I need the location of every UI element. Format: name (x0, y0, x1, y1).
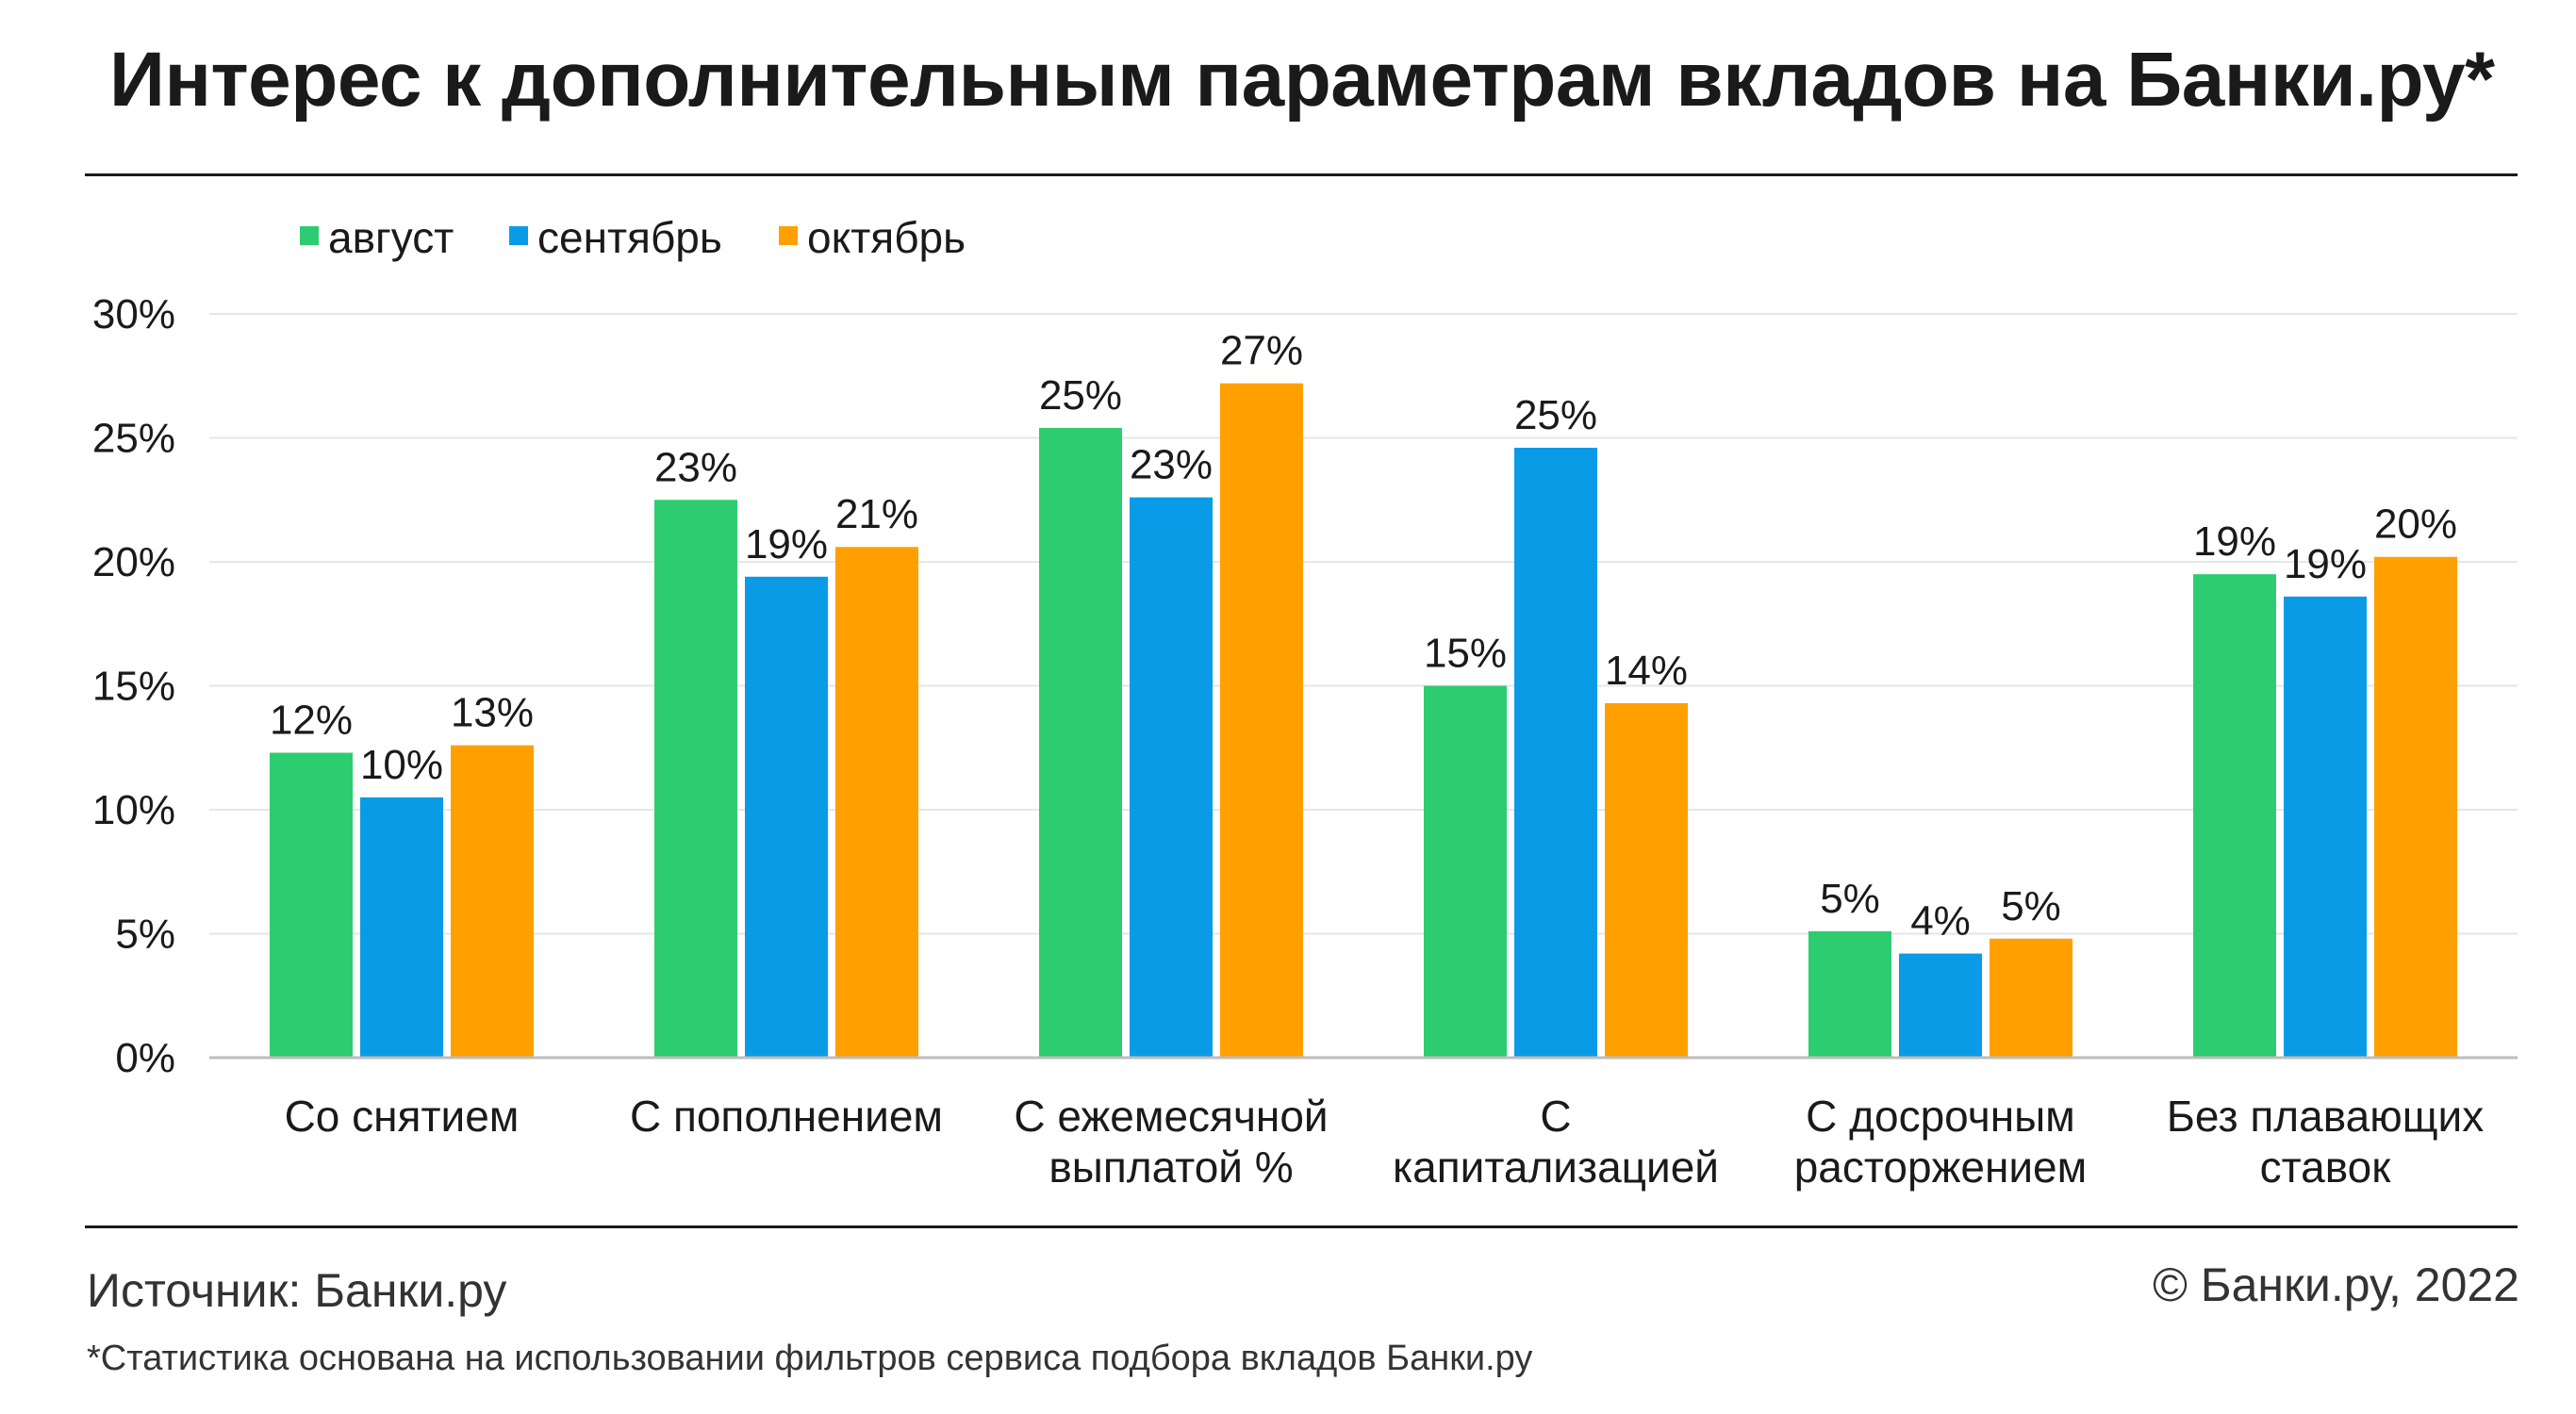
x-axis-labels: Со снятием С пополнением С ежемесячнойвыпл… (285, 1092, 2485, 1192)
data-label: 21% (835, 491, 918, 537)
data-label: 5% (2001, 883, 2061, 929)
y-tick-label: 5% (115, 912, 175, 958)
bar (1808, 930, 1891, 1058)
data-label: 19% (2193, 518, 2276, 565)
data-label: 13% (451, 690, 534, 736)
bar (360, 797, 443, 1058)
data-label: 5% (1820, 876, 1880, 922)
bar (745, 576, 828, 1058)
bar-chart: август сентябрь октябрь 0% 5% 10% 15% 20% 25% 30… (92, 213, 2518, 1192)
x-tick-label: капитализацией (1393, 1143, 1719, 1192)
bar (2193, 574, 2276, 1058)
x-tick-label: С (1540, 1092, 1571, 1141)
bar (2374, 556, 2457, 1058)
legend-label: август (328, 213, 454, 262)
legend-label: октябрь (807, 213, 966, 262)
bar (270, 752, 353, 1058)
bar (1039, 427, 1122, 1059)
x-tick-label: Без плавающих (2167, 1092, 2485, 1141)
bar (1130, 497, 1213, 1058)
data-labels: 12%10%13%23%19%21%25%23%27%15%25%14%5% 4%… (270, 328, 2457, 945)
data-label: 12% (270, 698, 353, 744)
title-divider (85, 173, 2518, 176)
bar (654, 500, 737, 1058)
bars (270, 383, 2457, 1059)
data-label: 23% (1130, 442, 1213, 488)
legend-swatch (779, 226, 798, 245)
bar (1424, 685, 1507, 1058)
bar (1605, 702, 1688, 1058)
bar (1899, 953, 1982, 1058)
data-label: 14% (1605, 648, 1688, 694)
footnote-text: *Статистика основана на использовании фи… (87, 1339, 1533, 1378)
bar (1990, 938, 2072, 1058)
x-tick-label: выплатой % (1049, 1143, 1293, 1192)
data-label: 19% (2284, 541, 2367, 587)
y-tick-label: 20% (92, 539, 175, 585)
y-tick-label: 10% (92, 787, 175, 833)
x-tick-label: ставок (2260, 1143, 2392, 1192)
data-label: 10% (360, 742, 443, 788)
x-tick-label: С досрочным (1806, 1092, 2075, 1141)
bar (451, 745, 534, 1058)
x-tick-label: расторжением (1794, 1143, 2088, 1192)
data-label: 25% (1039, 372, 1122, 419)
bar (2284, 596, 2367, 1058)
bar (835, 547, 918, 1058)
chart-title: Интерес к дополнительным параметрам вкла… (109, 37, 2495, 123)
data-label: 4% (1910, 898, 1971, 945)
y-tick-label: 30% (92, 291, 175, 337)
legend-swatch (300, 226, 319, 245)
legend: август сентябрь октябрь (300, 213, 966, 262)
copyright-text: © Банки.ру, 2022 (2153, 1258, 2519, 1311)
data-label: 23% (654, 444, 737, 490)
legend-label: сентябрь (537, 213, 722, 262)
footer-divider (85, 1225, 2518, 1228)
y-tick-label: 15% (92, 664, 175, 710)
y-tick-label: 0% (115, 1035, 175, 1081)
y-tick-label: 25% (92, 416, 175, 462)
x-tick-label: Со снятием (285, 1092, 520, 1141)
source-text: Источник: Банки.ру (87, 1264, 507, 1317)
data-label: 27% (1220, 328, 1303, 374)
x-tick-label: С ежемесячной (1014, 1092, 1328, 1141)
data-label: 25% (1514, 392, 1597, 438)
data-label: 20% (2374, 501, 2457, 548)
data-label: 19% (745, 521, 828, 567)
bar (1220, 383, 1303, 1058)
data-label: 15% (1424, 631, 1507, 677)
grid-lines (209, 313, 2518, 935)
bar (1514, 448, 1597, 1058)
legend-swatch (509, 226, 528, 245)
x-tick-label: С пополнением (630, 1092, 943, 1141)
y-axis-ticks: 0% 5% 10% 15% 20% 25% 30% (92, 291, 175, 1081)
